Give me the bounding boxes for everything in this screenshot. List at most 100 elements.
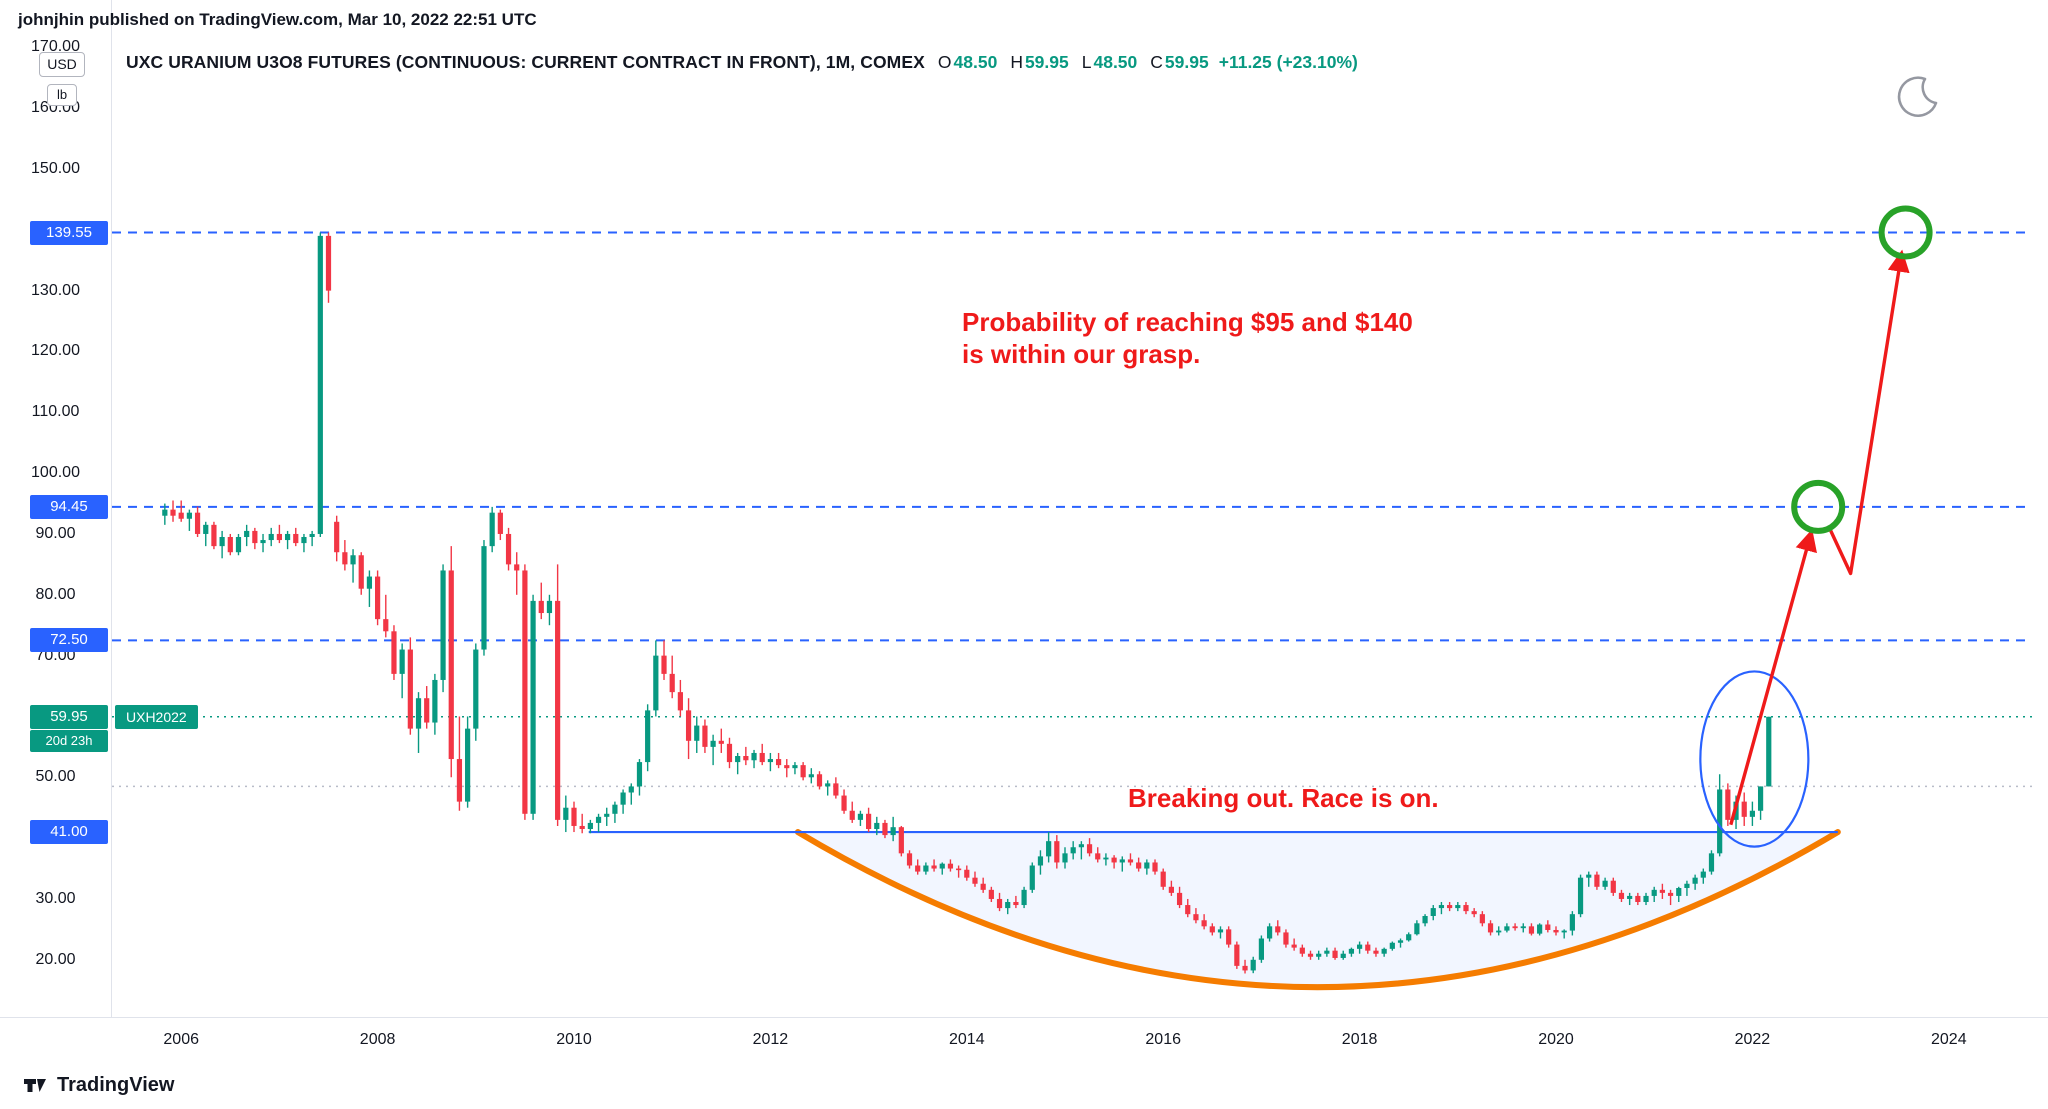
candle [309, 530, 315, 547]
ohlc-low: L 48.50 [1082, 52, 1138, 72]
unit-lb-button[interactable]: lb [47, 84, 77, 106]
candle [1528, 923, 1535, 936]
candle [1324, 947, 1330, 957]
candle [825, 780, 831, 796]
candle [1676, 886, 1682, 903]
candle [260, 533, 266, 553]
chart-legend: UXC URANIUM U3O8 FUTURES (CONTINUOUS: CU… [126, 52, 1358, 73]
candle [1283, 929, 1289, 948]
candle [1430, 905, 1436, 921]
candle [244, 524, 250, 547]
candle [268, 527, 274, 547]
candle [988, 886, 994, 903]
y-axis-tick: 90.00 [35, 524, 76, 542]
symbol-title: UXC URANIUM U3O8 FUTURES (CONTINUOUS: CU… [126, 52, 925, 72]
candle [1684, 880, 1690, 896]
candle [1111, 855, 1117, 869]
candle [342, 540, 348, 571]
candle [1757, 786, 1764, 820]
candle [939, 862, 945, 875]
candle [1046, 832, 1052, 863]
x-axis-tick: 2020 [1538, 1031, 1574, 1048]
candle [203, 521, 209, 547]
candle [972, 871, 978, 887]
candle [1471, 908, 1477, 918]
ohlc-close: C 59.95 [1150, 52, 1208, 72]
annotation-line: is within our grasp. [962, 339, 1201, 369]
candle [497, 509, 503, 541]
candle [1725, 783, 1731, 826]
candle [162, 503, 168, 525]
candle [956, 865, 962, 878]
x-axis-tick: 2014 [949, 1031, 985, 1048]
candle [1381, 947, 1387, 957]
candle [358, 552, 364, 595]
candle [1103, 853, 1109, 866]
candle [874, 816, 880, 836]
candle [1136, 857, 1142, 872]
candle [1643, 892, 1649, 906]
cup-curve [794, 829, 1841, 991]
highlight-ellipse [1699, 670, 1810, 848]
candle [334, 515, 340, 562]
candle [1365, 941, 1371, 954]
candle [1266, 923, 1273, 942]
candle [546, 594, 553, 626]
candle [661, 640, 667, 680]
candle [1610, 877, 1616, 896]
candle [555, 564, 561, 826]
candle [1340, 950, 1346, 960]
tradingview-logo[interactable]: TradingView [22, 1072, 174, 1098]
candle [1766, 716, 1772, 787]
candle [587, 819, 593, 834]
price-axis: USD lb 170.00 160.00 150.00 130.00 120.00 110… [0, 0, 112, 1017]
candle [1242, 959, 1248, 974]
candle [1749, 801, 1755, 826]
unit-usd-button[interactable]: USD [39, 52, 85, 77]
candle [718, 728, 724, 753]
candle [1316, 950, 1322, 960]
x-axis-tick: 2006 [163, 1031, 199, 1048]
candle [1021, 886, 1027, 909]
candle [1357, 941, 1363, 954]
candle [1741, 792, 1747, 826]
candle [759, 743, 765, 766]
candle [1463, 902, 1469, 915]
candle [694, 716, 700, 753]
y-axis-tick: 130.00 [31, 281, 80, 299]
x-axis-tick: 2008 [359, 1031, 396, 1048]
x-axis-tick: 2018 [1341, 1031, 1378, 1048]
candle [841, 789, 847, 814]
candle [1553, 926, 1559, 936]
candle [1152, 859, 1158, 875]
candle [424, 686, 430, 729]
candle [481, 540, 487, 656]
candle [1185, 898, 1191, 918]
candle [505, 527, 512, 571]
y-axis-tick: 80.00 [35, 585, 76, 603]
candle [1447, 902, 1453, 912]
candle [350, 549, 356, 583]
candle [325, 232, 332, 303]
candle [1275, 920, 1281, 936]
candle [792, 762, 798, 775]
ohlc-label: C [1150, 52, 1163, 72]
y-axis-tick: 120.00 [31, 342, 80, 360]
candle [685, 698, 692, 760]
candle [595, 813, 602, 833]
y-axis-tick: 150.00 [31, 159, 80, 177]
y-axis-tick: 110.00 [31, 403, 80, 421]
candle [1168, 880, 1174, 896]
tradingview-logo-text: TradingView [57, 1073, 175, 1096]
candle [923, 862, 929, 875]
candle [1717, 774, 1723, 857]
candle [399, 643, 405, 699]
candle [1086, 838, 1093, 857]
candle [1667, 889, 1674, 906]
candle [816, 771, 823, 790]
candle [448, 546, 454, 778]
candle [178, 500, 184, 522]
candle [489, 506, 495, 553]
candle [1651, 886, 1657, 903]
